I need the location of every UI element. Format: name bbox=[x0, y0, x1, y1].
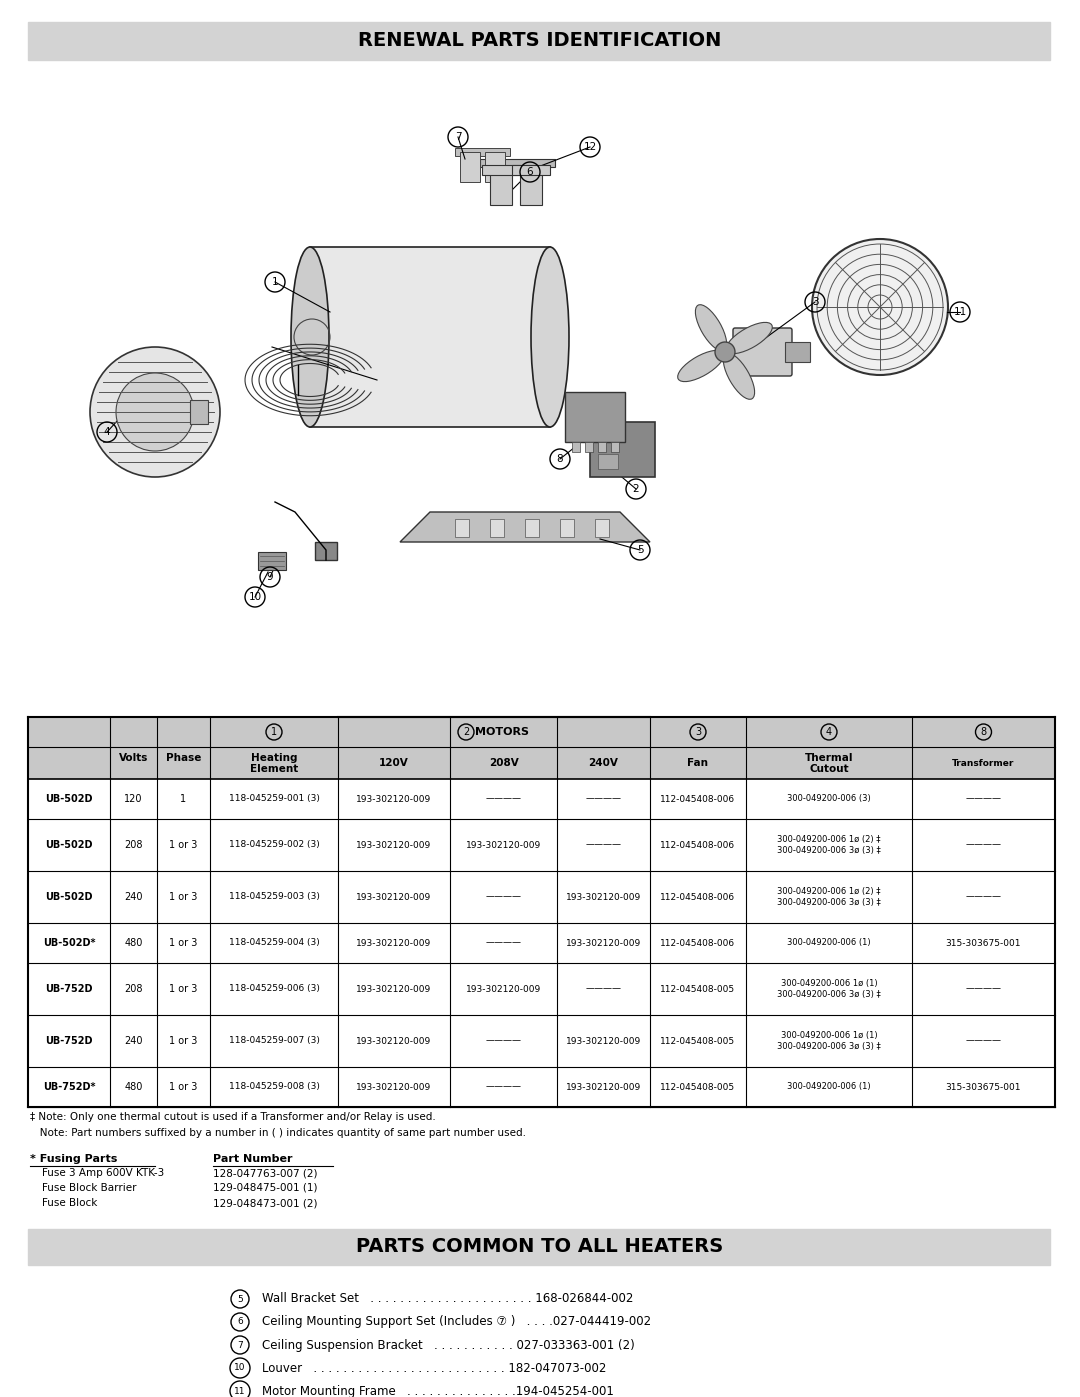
Text: 9: 9 bbox=[267, 571, 273, 583]
Text: 2: 2 bbox=[633, 483, 639, 495]
Ellipse shape bbox=[291, 247, 329, 427]
Text: Volts: Volts bbox=[119, 753, 148, 763]
Text: 118-045259-001 (3): 118-045259-001 (3) bbox=[229, 795, 320, 803]
Text: 240: 240 bbox=[124, 893, 143, 902]
Bar bbox=[525, 520, 539, 536]
Text: 112-045408-005: 112-045408-005 bbox=[661, 1083, 735, 1091]
Text: 193-302120-009: 193-302120-009 bbox=[356, 841, 432, 849]
Text: 1 or 3: 1 or 3 bbox=[170, 1083, 198, 1092]
Text: Fuse Block Barrier: Fuse Block Barrier bbox=[42, 1183, 136, 1193]
Text: RENEWAL PARTS IDENTIFICATION: RENEWAL PARTS IDENTIFICATION bbox=[359, 32, 721, 50]
Text: 120V: 120V bbox=[379, 759, 409, 768]
Text: Fuse Block: Fuse Block bbox=[42, 1199, 97, 1208]
Bar bbox=[595, 520, 609, 536]
Bar bbox=[482, 165, 519, 175]
Text: 1 or 3: 1 or 3 bbox=[170, 893, 198, 902]
Text: ————: ———— bbox=[486, 1037, 522, 1045]
Bar bbox=[785, 342, 810, 362]
Text: 193-302120-009: 193-302120-009 bbox=[356, 1083, 432, 1091]
Text: 300-049200-006 1ø (1)
300-049200-006 3ø (3) ‡: 300-049200-006 1ø (1) 300-049200-006 3ø … bbox=[778, 1031, 881, 1052]
Bar bbox=[485, 152, 505, 182]
Bar bbox=[28, 1229, 1050, 1266]
Text: 118-045259-003 (3): 118-045259-003 (3) bbox=[229, 893, 320, 901]
Text: UB-752D*: UB-752D* bbox=[43, 1083, 95, 1092]
Text: 240: 240 bbox=[124, 1037, 143, 1046]
Text: Wall Bracket Set   . . . . . . . . . . . . . . . . . . . . . . 168-026844-002: Wall Bracket Set . . . . . . . . . . . .… bbox=[262, 1292, 633, 1306]
Text: 300-049200-006 (1): 300-049200-006 (1) bbox=[787, 939, 870, 947]
Text: Ceiling Mounting Support Set (Includes ⑦ )   . . . .027-044419-002: Ceiling Mounting Support Set (Includes ⑦… bbox=[262, 1316, 651, 1329]
Text: Fan: Fan bbox=[688, 759, 708, 768]
Bar bbox=[460, 152, 480, 182]
Text: 118-045259-008 (3): 118-045259-008 (3) bbox=[229, 1083, 320, 1091]
Text: 7: 7 bbox=[238, 1341, 243, 1350]
Text: ————: ———— bbox=[966, 841, 1001, 849]
Text: 5: 5 bbox=[238, 1295, 243, 1303]
Text: 112-045408-006: 112-045408-006 bbox=[661, 795, 735, 803]
Text: Note: Part numbers suffixed by a number in ( ) indicates quantity of same part n: Note: Part numbers suffixed by a number … bbox=[30, 1127, 526, 1139]
Bar bbox=[455, 148, 510, 156]
Text: 4: 4 bbox=[104, 427, 110, 437]
Text: UB-752D: UB-752D bbox=[45, 983, 93, 995]
Text: 118-045259-002 (3): 118-045259-002 (3) bbox=[229, 841, 320, 849]
Bar bbox=[315, 542, 337, 560]
Bar bbox=[310, 247, 550, 427]
Ellipse shape bbox=[696, 305, 727, 351]
Bar bbox=[585, 441, 593, 453]
Bar bbox=[455, 520, 469, 536]
Text: 1 or 3: 1 or 3 bbox=[170, 937, 198, 949]
Text: 193-302120-009: 193-302120-009 bbox=[356, 893, 432, 901]
Bar bbox=[561, 520, 573, 536]
Text: ————: ———— bbox=[486, 795, 522, 803]
Text: ————: ———— bbox=[966, 1037, 1001, 1045]
Text: 112-045408-006: 112-045408-006 bbox=[661, 939, 735, 947]
Text: 11: 11 bbox=[234, 1386, 246, 1396]
Text: 112-045408-006: 112-045408-006 bbox=[661, 841, 735, 849]
Text: 118-045259-007 (3): 118-045259-007 (3) bbox=[229, 1037, 320, 1045]
Text: Transformer: Transformer bbox=[953, 759, 1015, 767]
Circle shape bbox=[116, 373, 194, 451]
Text: 193-302120-009: 193-302120-009 bbox=[356, 985, 432, 993]
Text: 1 or 3: 1 or 3 bbox=[170, 1037, 198, 1046]
Text: 3: 3 bbox=[694, 726, 701, 738]
Text: Louver   . . . . . . . . . . . . . . . . . . . . . . . . . . 182-047073-002: Louver . . . . . . . . . . . . . . . . .… bbox=[262, 1362, 606, 1375]
Text: 300-049200-006 1ø (1)
300-049200-006 3ø (3) ‡: 300-049200-006 1ø (1) 300-049200-006 3ø … bbox=[778, 979, 881, 999]
Text: 11: 11 bbox=[954, 307, 967, 317]
Text: 118-045259-004 (3): 118-045259-004 (3) bbox=[229, 939, 320, 947]
Ellipse shape bbox=[726, 323, 772, 353]
Text: 6: 6 bbox=[238, 1317, 243, 1327]
Bar bbox=[519, 170, 542, 205]
Text: 193-302120-009: 193-302120-009 bbox=[465, 841, 541, 849]
Circle shape bbox=[812, 239, 948, 374]
Text: 240V: 240V bbox=[589, 759, 619, 768]
Bar bbox=[258, 552, 286, 570]
Text: 128-047763-007 (2): 128-047763-007 (2) bbox=[213, 1168, 318, 1178]
Text: Ceiling Suspension Bracket   . . . . . . . . . . . 027-033363-001 (2): Ceiling Suspension Bracket . . . . . . .… bbox=[262, 1338, 635, 1351]
Text: Heating: Heating bbox=[251, 753, 297, 763]
Text: 4: 4 bbox=[826, 726, 832, 738]
Text: Cutout: Cutout bbox=[809, 764, 849, 774]
Text: 193-302120-009: 193-302120-009 bbox=[566, 1083, 642, 1091]
Text: 1 or 3: 1 or 3 bbox=[170, 840, 198, 849]
Text: 300-049200-006 1ø (2) ‡
300-049200-006 3ø (3) ‡: 300-049200-006 1ø (2) ‡ 300-049200-006 3… bbox=[778, 887, 881, 908]
Text: 480: 480 bbox=[124, 937, 143, 949]
Text: 5: 5 bbox=[637, 545, 644, 555]
Text: PARTS COMMON TO ALL HEATERS: PARTS COMMON TO ALL HEATERS bbox=[356, 1238, 724, 1256]
Bar bbox=[490, 170, 512, 205]
Text: 2: 2 bbox=[463, 726, 469, 738]
Text: 1: 1 bbox=[272, 277, 279, 286]
Bar bbox=[598, 441, 606, 453]
Text: 300-049200-006 1ø (2) ‡
300-049200-006 3ø (3) ‡: 300-049200-006 1ø (2) ‡ 300-049200-006 3… bbox=[778, 834, 881, 855]
Text: UB-752D: UB-752D bbox=[45, 1037, 93, 1046]
Text: * Fusing Parts: * Fusing Parts bbox=[30, 1154, 118, 1164]
Text: UB-502D: UB-502D bbox=[45, 893, 93, 902]
Text: UB-502D*: UB-502D* bbox=[43, 937, 95, 949]
Text: 1 or 3: 1 or 3 bbox=[170, 983, 198, 995]
Text: 3: 3 bbox=[812, 298, 819, 307]
Text: 315-303675-001: 315-303675-001 bbox=[946, 939, 1022, 947]
Bar bbox=[611, 441, 619, 453]
Text: 480: 480 bbox=[124, 1083, 143, 1092]
Text: Element: Element bbox=[249, 764, 298, 774]
Text: Part Number: Part Number bbox=[213, 1154, 293, 1164]
Polygon shape bbox=[400, 511, 650, 542]
Text: 129-048473-001 (2): 129-048473-001 (2) bbox=[213, 1199, 318, 1208]
